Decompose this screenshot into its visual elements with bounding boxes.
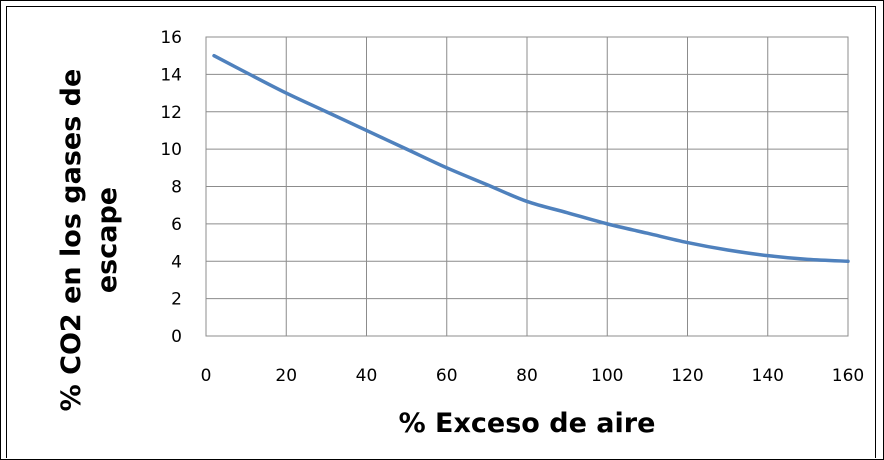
x-tick-label: 60 [436, 366, 458, 386]
y-tick-label: 16 [160, 28, 182, 48]
x-tick-label: 0 [201, 366, 212, 386]
y-tick-label: 6 [171, 215, 182, 235]
x-tick-label: 140 [752, 366, 784, 386]
y-tick-label: 10 [160, 140, 182, 160]
series-layer [212, 53, 850, 263]
x-axis-title: % Exceso de aire [399, 408, 656, 439]
x-tick-label: 40 [356, 366, 378, 386]
y-tick-label: 8 [171, 178, 182, 198]
x-tick-label: 100 [591, 366, 623, 386]
series-line [212, 53, 850, 263]
y-axis-title-line-1: % CO2 en los gases de [56, 69, 87, 412]
plot-frame [205, 36, 849, 337]
x-tick-label: 80 [516, 366, 538, 386]
y-axis-tick-labels: 0 2 4 6 8 10 12 14 16 [160, 28, 182, 347]
chart-area-border [6, 6, 876, 458]
x-tick-label: 20 [275, 366, 297, 386]
x-axis-tick-labels: 0 20 40 60 80 100 120 140 160 [201, 366, 865, 386]
plot-area-border [205, 36, 849, 337]
y-tick-label: 0 [171, 327, 182, 347]
y-tick-label: 12 [160, 103, 182, 123]
y-tick-label: 4 [171, 252, 182, 272]
grid-lines [205, 36, 849, 337]
x-tick-label: 120 [671, 366, 703, 386]
y-axis-title-line-2: escape [92, 187, 123, 293]
y-tick-label: 2 [171, 290, 182, 310]
y-tick-label: 14 [160, 65, 182, 85]
x-tick-label: 160 [832, 366, 864, 386]
